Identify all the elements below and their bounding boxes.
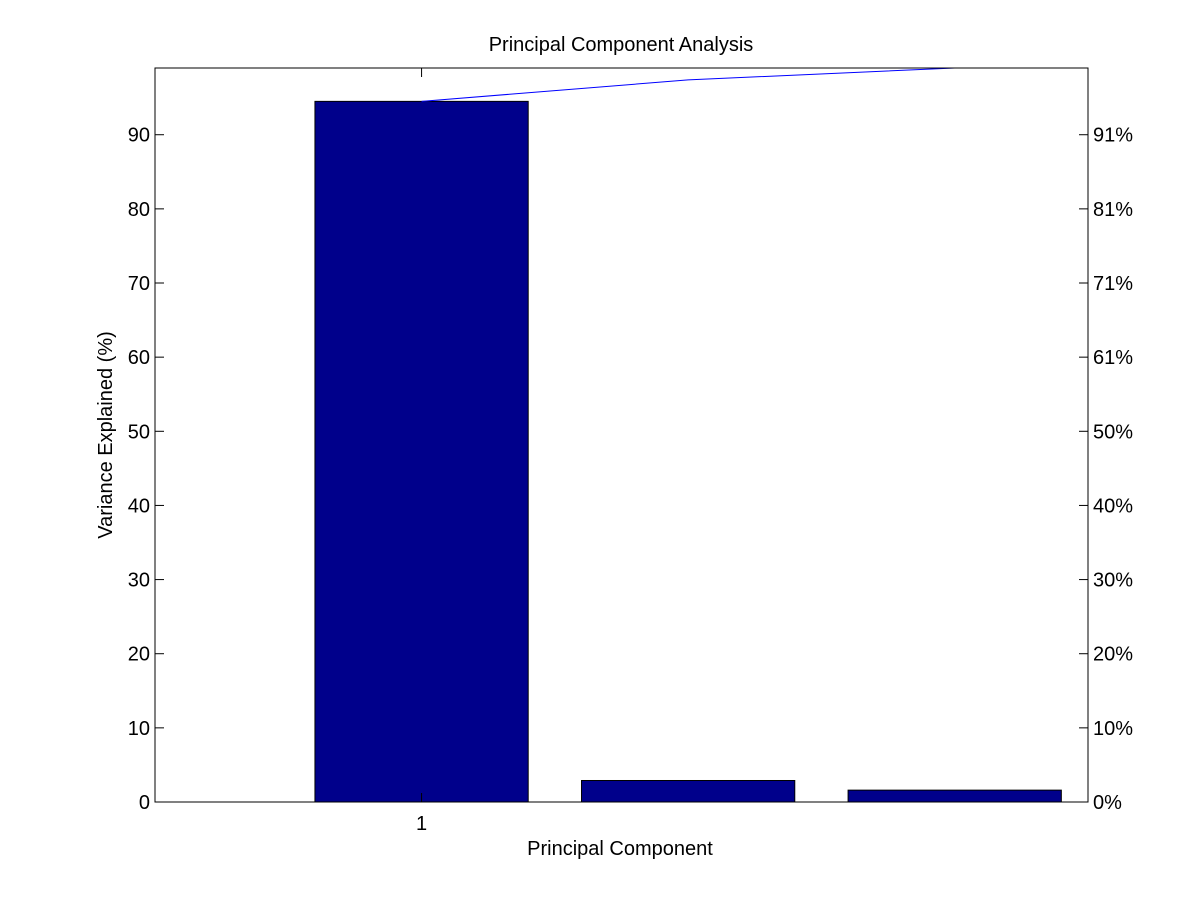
bar-component-2 bbox=[581, 779, 796, 803]
y2-tick-label: 20% bbox=[1093, 644, 1133, 666]
axes-box bbox=[154, 67, 1089, 803]
cumulative-line bbox=[421, 68, 955, 102]
y-tick-label: 70 bbox=[128, 273, 150, 295]
y-tick-label: 20 bbox=[128, 644, 150, 666]
bar-component-3 bbox=[847, 789, 1062, 803]
bar-component-1 bbox=[314, 100, 529, 803]
x-axis-label: Principal Component bbox=[527, 838, 713, 860]
y2-tick-label: 50% bbox=[1093, 421, 1133, 443]
y-tick-label: 30 bbox=[128, 570, 150, 592]
y-tick-label: 40 bbox=[128, 495, 150, 517]
y2-tick-label: 81% bbox=[1093, 199, 1133, 221]
y2-tick-label: 40% bbox=[1093, 495, 1133, 517]
cumulative-line-layer bbox=[421, 68, 955, 102]
y-tick-label: 60 bbox=[128, 347, 150, 369]
x-tick-label: 1 bbox=[416, 813, 427, 835]
plot-area bbox=[155, 68, 1088, 802]
y2-tick-label: 91% bbox=[1093, 125, 1133, 147]
y2-tick-label: 71% bbox=[1093, 273, 1133, 295]
y2-tick-label: 61% bbox=[1093, 347, 1133, 369]
y2-tick-label: 0% bbox=[1093, 792, 1122, 814]
y-tick-label: 90 bbox=[128, 125, 150, 147]
bars-layer bbox=[314, 100, 1062, 803]
y-tick-label: 0 bbox=[139, 792, 150, 814]
axes-layer: 0 0% 10 10% 20 20% 30 30% 40 40% 50 50% 60 61% 70 71% 80… bbox=[128, 67, 1133, 835]
y-tick-label: 50 bbox=[128, 421, 150, 443]
y-tick-label: 80 bbox=[128, 199, 150, 221]
y2-tick-label: 30% bbox=[1093, 570, 1133, 592]
chart-title: Principal Component Analysis bbox=[489, 34, 754, 56]
y-tick-label: 10 bbox=[128, 718, 150, 740]
y-axis-label: Variance Explained (%) bbox=[95, 331, 117, 539]
y2-tick-label: 10% bbox=[1093, 718, 1133, 740]
